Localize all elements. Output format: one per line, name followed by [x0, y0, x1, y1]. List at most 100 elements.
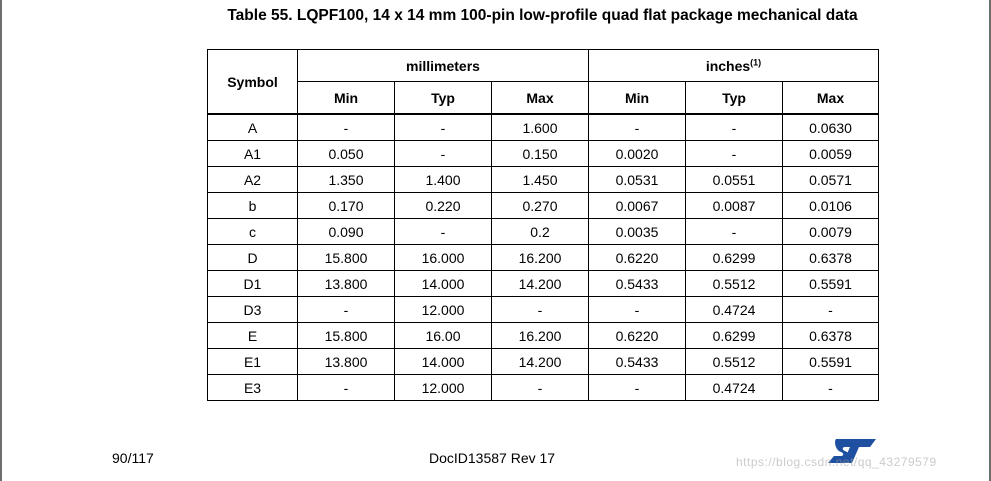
value-cell: - [588, 296, 686, 323]
value-cell: 0.220 [394, 192, 492, 219]
value-cell: - [297, 296, 395, 323]
header-mm-typ: Typ [394, 81, 492, 115]
value-cell: 0.4724 [685, 374, 783, 401]
value-cell: - [297, 374, 395, 401]
value-cell: 14.000 [394, 270, 492, 297]
table-row: E1 13.800 14.000 14.200 0.5433 0.5512 0.5591 [207, 348, 879, 375]
header-inches: inches(1) [588, 49, 879, 82]
value-cell: 0.0087 [685, 192, 783, 219]
value-cell: 16.000 [394, 244, 492, 271]
value-cell: 16.200 [491, 322, 589, 349]
value-cell: 0.050 [297, 140, 395, 167]
value-cell: - [782, 296, 879, 323]
table-row: A2 1.350 1.400 1.450 0.0531 0.0551 0.0571 [207, 166, 879, 193]
value-cell: 16.00 [394, 322, 492, 349]
value-cell: 0.5433 [588, 348, 686, 375]
symbol-cell: E1 [207, 348, 298, 375]
symbol-cell: D [207, 244, 298, 271]
value-cell: 0.0059 [782, 140, 879, 167]
table-row: E3-12.000- -0.4724- [207, 374, 879, 401]
table-row: D1 13.800 14.000 14.200 0.5433 0.5512 0.5591 [207, 270, 879, 297]
value-cell: 0.5512 [685, 270, 783, 297]
value-cell: 0.0035 [588, 218, 686, 245]
value-cell: 15.800 [297, 322, 395, 349]
table-title: Table 55. LQPF100, 14 x 14 mm 100-pin lo… [227, 7, 858, 24]
value-cell: 0.0630 [782, 113, 879, 141]
value-cell: - [685, 113, 783, 141]
symbol-cell: E [207, 322, 298, 349]
value-cell: 1.600 [491, 113, 589, 141]
value-cell: - [394, 140, 492, 167]
value-cell: 0.0067 [588, 192, 686, 219]
value-cell: - [685, 140, 783, 167]
value-cell: 12.000 [394, 374, 492, 401]
value-cell: 0.0531 [588, 166, 686, 193]
symbol-cell: b [207, 192, 298, 219]
value-cell: 0.6378 [782, 244, 879, 271]
table-row: c 0.090-0.2 0.0035-0.0079 [207, 218, 879, 245]
value-cell: 0.5591 [782, 348, 879, 375]
value-cell: 0.6220 [588, 244, 686, 271]
value-cell: 1.400 [394, 166, 492, 193]
value-cell: - [394, 218, 492, 245]
header-in-typ: Typ [685, 81, 783, 115]
value-cell: 0.5591 [782, 270, 879, 297]
mechanical-data-table: Symbol millimeters inches(1) Min Typ Max… [207, 49, 879, 401]
value-cell: - [491, 296, 589, 323]
header-mm-min: Min [297, 81, 395, 115]
value-cell: 0.6299 [685, 244, 783, 271]
value-cell: 0.2 [491, 218, 589, 245]
value-cell: 0.5433 [588, 270, 686, 297]
value-cell: 0.0020 [588, 140, 686, 167]
value-cell: 0.090 [297, 218, 395, 245]
symbol-cell: A2 [207, 166, 298, 193]
value-cell: 0.6220 [588, 322, 686, 349]
table-row: D3-12.000- -0.4724- [207, 296, 879, 323]
value-cell: - [588, 113, 686, 141]
value-cell: - [685, 218, 783, 245]
symbol-cell: A [207, 113, 298, 141]
value-cell: 14.000 [394, 348, 492, 375]
symbol-cell: A1 [207, 140, 298, 167]
value-cell: 0.0079 [782, 218, 879, 245]
header-in-min: Min [588, 81, 686, 115]
symbol-cell: E3 [207, 374, 298, 401]
value-cell: 1.450 [491, 166, 589, 193]
page-number: 90/117 [112, 450, 154, 466]
header-mm-max: Max [491, 81, 589, 115]
value-cell: - [588, 374, 686, 401]
value-cell: 0.4724 [685, 296, 783, 323]
value-cell: 15.800 [297, 244, 395, 271]
value-cell: 0.0106 [782, 192, 879, 219]
table-row: D 15.800 16.000 16.200 0.6220 0.6299 0.6378 [207, 244, 879, 271]
table-row: A1 0.050-0.150 0.0020-0.0059 [207, 140, 879, 167]
page-right-border [989, 0, 991, 481]
value-cell: - [782, 374, 879, 401]
header-in-max: Max [782, 81, 879, 115]
value-cell: 0.270 [491, 192, 589, 219]
document-id: DocID13587 Rev 17 [429, 450, 556, 466]
st-logo-icon [826, 436, 878, 471]
symbol-cell: c [207, 218, 298, 245]
value-cell: 0.5512 [685, 348, 783, 375]
table-body: A - -1.600- -0.0630 A1 0.050-0.150 0.0020-0.00… [207, 113, 879, 401]
symbol-cell: D3 [207, 296, 298, 323]
value-cell: 0.150 [491, 140, 589, 167]
value-cell: 16.200 [491, 244, 589, 271]
value-cell: 0.0551 [685, 166, 783, 193]
symbol-cell: D1 [207, 270, 298, 297]
footnote-ref: (1) [750, 56, 762, 67]
table-row: A - -1.600- -0.0630 [207, 113, 879, 141]
value-cell: 0.6299 [685, 322, 783, 349]
value-cell: 0.170 [297, 192, 395, 219]
value-cell: 0.0571 [782, 166, 879, 193]
value-cell: - [491, 374, 589, 401]
header-symbol: Symbol [207, 49, 298, 115]
value-cell: 0.6378 [782, 322, 879, 349]
watermark: https://blog.csdn.net/qq_43279579 [736, 455, 937, 469]
value-cell: 13.800 [297, 348, 395, 375]
value-cell: - [394, 113, 492, 141]
value-cell: 13.800 [297, 270, 395, 297]
value-cell: 14.200 [491, 270, 589, 297]
